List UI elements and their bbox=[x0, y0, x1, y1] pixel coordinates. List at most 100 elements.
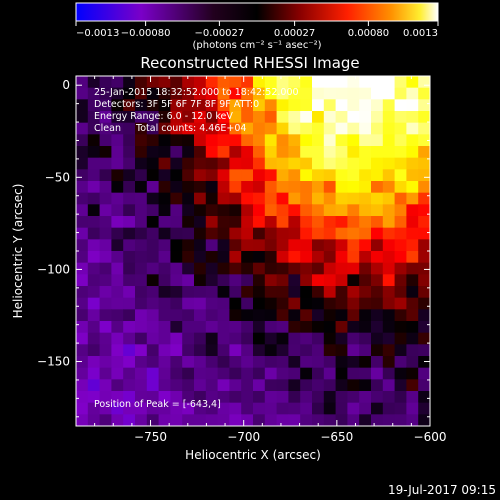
heatmap-cell bbox=[158, 157, 171, 170]
heatmap-cell bbox=[394, 169, 407, 182]
heatmap-cell bbox=[394, 192, 407, 205]
heatmap-cell bbox=[182, 157, 195, 170]
heatmap-cell bbox=[229, 274, 242, 287]
heatmap-cell bbox=[99, 286, 112, 299]
heatmap-cell bbox=[111, 204, 124, 217]
heatmap-cell bbox=[158, 111, 171, 124]
heatmap-cell bbox=[158, 414, 171, 426]
heatmap-cell bbox=[347, 402, 360, 415]
heatmap-cell bbox=[418, 227, 430, 240]
heatmap-cell bbox=[111, 146, 124, 159]
heatmap-cell bbox=[347, 122, 360, 135]
heatmap-cell bbox=[288, 157, 301, 170]
heatmap-cell bbox=[76, 344, 89, 357]
heatmap-cell bbox=[347, 146, 360, 159]
heatmap-cell bbox=[229, 391, 242, 404]
heatmap-cell bbox=[335, 146, 348, 159]
heatmap-cell bbox=[123, 251, 136, 264]
heatmap-cell bbox=[158, 251, 171, 264]
heatmap-cell bbox=[382, 379, 396, 392]
heatmap-cell bbox=[371, 181, 384, 194]
heatmap-cell bbox=[111, 169, 124, 182]
heatmap-cell bbox=[194, 367, 207, 380]
heatmap-cell bbox=[288, 227, 301, 240]
heatmap-cell bbox=[217, 286, 230, 299]
heatmap-cell bbox=[371, 286, 384, 299]
heatmap-cell bbox=[241, 286, 254, 299]
heatmap-cell bbox=[253, 274, 266, 287]
heatmap-cell bbox=[406, 356, 419, 369]
heatmap-cell bbox=[418, 204, 430, 217]
heatmap-cell bbox=[123, 367, 136, 380]
heatmap-cell bbox=[276, 76, 289, 89]
heatmap-cell bbox=[111, 286, 124, 299]
heatmap-cell bbox=[276, 122, 289, 135]
heatmap-cell bbox=[170, 239, 183, 252]
heatmap-cell bbox=[217, 262, 230, 275]
heatmap-cell bbox=[76, 286, 89, 299]
heatmap-cell bbox=[371, 379, 384, 392]
heatmap-cell bbox=[300, 192, 313, 205]
heatmap-cell bbox=[194, 87, 207, 100]
heatmap-cell bbox=[394, 262, 407, 275]
y-axis: 0 −50 −100 −150 bbox=[37, 78, 430, 418]
heatmap-cell bbox=[335, 379, 348, 392]
heatmap-cell bbox=[135, 169, 148, 182]
heatmap-cell bbox=[229, 134, 242, 147]
heatmap-cell bbox=[170, 111, 183, 124]
heatmap-cell bbox=[170, 309, 183, 322]
heatmap-cell bbox=[205, 181, 219, 194]
heatmap-cell bbox=[347, 344, 360, 357]
heatmap-cell bbox=[382, 76, 396, 89]
heatmap-cell bbox=[347, 204, 360, 217]
heatmap-cell bbox=[123, 379, 136, 392]
heatmap-cell bbox=[300, 76, 313, 89]
heatmap-cell bbox=[135, 379, 148, 392]
heatmap-cell bbox=[359, 344, 372, 357]
heatmap-cell bbox=[418, 402, 430, 415]
heatmap-cell bbox=[335, 286, 348, 299]
heatmap-cell bbox=[76, 274, 89, 287]
heatmap-cell bbox=[359, 251, 372, 264]
heatmap-cell bbox=[135, 414, 148, 426]
heatmap-cell bbox=[323, 227, 337, 240]
heatmap-cell bbox=[135, 122, 148, 135]
heatmap-cell bbox=[288, 262, 301, 275]
heatmap-cell bbox=[146, 414, 160, 426]
heatmap-cell bbox=[205, 332, 219, 345]
heatmap-cell bbox=[241, 157, 254, 170]
heatmap-cell bbox=[264, 332, 278, 345]
heatmap-cell bbox=[406, 297, 419, 310]
heatmap-cell bbox=[170, 332, 183, 345]
colorbar: −0.0013 −0.00080 −0.00027 0.00027 0.00080 0.0… bbox=[75, 2, 439, 51]
heatmap-cell bbox=[87, 391, 101, 404]
heatmap-cell bbox=[111, 251, 124, 264]
heatmap-cell bbox=[312, 216, 325, 229]
heatmap-cell bbox=[347, 111, 360, 124]
heatmap-cell bbox=[123, 262, 136, 275]
heatmap-cell bbox=[205, 356, 219, 369]
heatmap-cell bbox=[205, 99, 219, 112]
heatmap-cell bbox=[135, 391, 148, 404]
heatmap-cell bbox=[371, 146, 384, 159]
heatmap-cell bbox=[217, 414, 230, 426]
heatmap-cell bbox=[87, 321, 101, 334]
heatmap-cell bbox=[135, 204, 148, 217]
heatmap-cell bbox=[253, 414, 266, 426]
heatmap-cell bbox=[205, 111, 219, 124]
heatmap-cell bbox=[288, 76, 301, 89]
heatmap-cell bbox=[229, 379, 242, 392]
heatmap-cell bbox=[194, 111, 207, 124]
heatmap-cell bbox=[382, 239, 396, 252]
heatmap-cell bbox=[312, 367, 325, 380]
heatmap-cell bbox=[241, 169, 254, 182]
heatmap-cell bbox=[146, 274, 160, 287]
heatmap-cell bbox=[158, 146, 171, 159]
heatmap-cell bbox=[406, 169, 419, 182]
heatmap-cell bbox=[359, 87, 372, 100]
heatmap-cell bbox=[170, 262, 183, 275]
heatmap-cell bbox=[135, 216, 148, 229]
heatmap-cell bbox=[194, 309, 207, 322]
heatmap-cell bbox=[264, 414, 278, 426]
heatmap-cell bbox=[217, 157, 230, 170]
